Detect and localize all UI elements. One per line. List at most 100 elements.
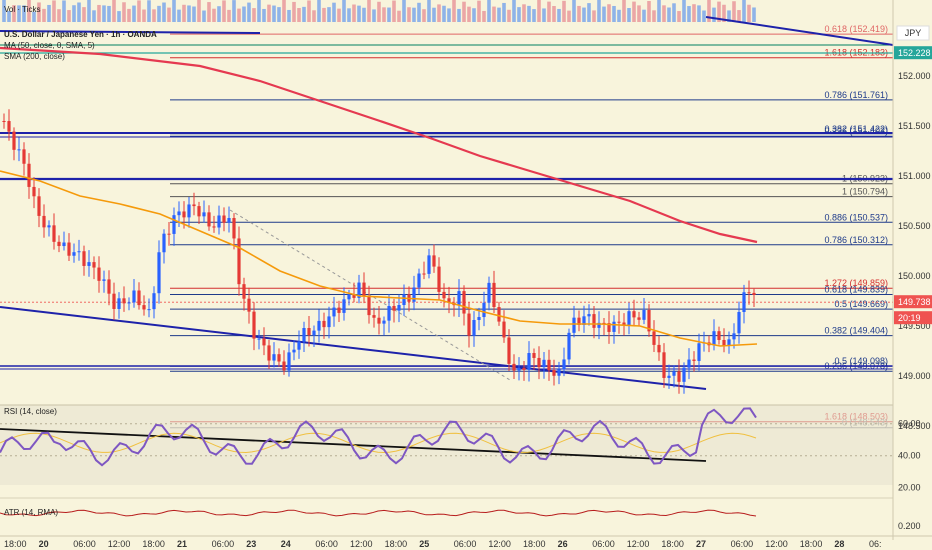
volume-bar bbox=[217, 6, 221, 23]
time-tick: 26 bbox=[558, 539, 568, 549]
candle-body bbox=[652, 331, 656, 345]
volume-bar bbox=[112, 0, 116, 22]
trendlines[interactable] bbox=[0, 16, 894, 390]
volume-bar bbox=[382, 7, 386, 22]
candle-body bbox=[292, 349, 296, 353]
volume-bar bbox=[297, 8, 301, 22]
volume-pane bbox=[2, 0, 756, 23]
volume-bar bbox=[227, 9, 231, 22]
volume-bar bbox=[582, 7, 586, 22]
time-axis[interactable]: 18:00 20 06:00 12:00 18:00 21 06:00 23 24 06:00 12… bbox=[4, 539, 882, 549]
volume-bar bbox=[37, 2, 41, 22]
volume-bar bbox=[337, 8, 341, 22]
volume-bar bbox=[242, 6, 246, 22]
volume-bar bbox=[277, 7, 281, 23]
currency-label[interactable]: JPY bbox=[896, 25, 930, 41]
candle-body bbox=[352, 294, 356, 298]
volume-bar bbox=[572, 0, 576, 23]
volume-bar bbox=[27, 0, 31, 23]
legend-sma200: SMA (200, close) bbox=[4, 52, 65, 61]
volume-bar bbox=[252, 8, 256, 22]
candle-body bbox=[682, 367, 686, 382]
volume-bar bbox=[732, 1, 736, 23]
candle-body bbox=[752, 292, 756, 295]
candle-body bbox=[612, 321, 616, 332]
volume-bar bbox=[607, 4, 611, 22]
volume-bar bbox=[197, 0, 201, 22]
volume-bar bbox=[177, 9, 181, 22]
volume-bar bbox=[672, 3, 676, 22]
volume-bar bbox=[457, 8, 461, 22]
candle-body bbox=[282, 361, 286, 371]
volume-bar bbox=[182, 4, 186, 22]
candle-body bbox=[137, 290, 141, 306]
time-tick: 12:00 bbox=[627, 539, 650, 549]
volume-bar bbox=[342, 0, 346, 22]
candle-body bbox=[712, 331, 716, 346]
price-tick: 150.000 bbox=[898, 271, 931, 281]
candle-body bbox=[252, 311, 256, 339]
trendline-top-right[interactable] bbox=[705, 16, 894, 46]
candle-body bbox=[12, 131, 16, 150]
volume-bar bbox=[477, 0, 481, 22]
trendline-top-left[interactable] bbox=[0, 30, 261, 34]
candle-body bbox=[512, 363, 516, 371]
candle-body bbox=[742, 292, 746, 312]
currency-text: JPY bbox=[905, 28, 922, 38]
volume-bar bbox=[587, 3, 591, 23]
volume-bar bbox=[107, 5, 111, 23]
candle-body bbox=[92, 262, 96, 268]
fib-label: 0.786 (151.761) bbox=[824, 90, 888, 100]
candle-body bbox=[112, 293, 116, 309]
candlesticks bbox=[2, 109, 756, 394]
volume-bar bbox=[497, 7, 501, 22]
candle-body bbox=[317, 320, 321, 331]
candle-body bbox=[462, 291, 466, 314]
candle-body bbox=[592, 314, 596, 328]
candle-body bbox=[212, 226, 216, 228]
volume-bar bbox=[462, 1, 466, 23]
time-tick: 18:00 bbox=[142, 539, 165, 549]
legend-ma50: MA (50, close, 0, SMA, 5) bbox=[4, 41, 95, 50]
candle-body bbox=[87, 262, 91, 266]
price-tick: 151.000 bbox=[898, 171, 931, 181]
candle-body bbox=[362, 282, 366, 297]
rsi-line bbox=[0, 407, 757, 467]
price-axis[interactable]: 152.000 151.500 151.000 150.500 150.000 149.5… bbox=[898, 71, 931, 431]
candle-body bbox=[157, 252, 161, 294]
candle-body bbox=[347, 294, 351, 300]
candle-body bbox=[522, 367, 526, 370]
candle-body bbox=[177, 211, 181, 216]
candle-body bbox=[27, 163, 31, 187]
volume-bar bbox=[132, 5, 136, 22]
volume-bar bbox=[292, 1, 296, 22]
candle-body bbox=[382, 320, 386, 324]
volume-bar bbox=[512, 0, 516, 23]
volume-bar bbox=[142, 9, 146, 22]
volume-bar bbox=[437, 4, 441, 22]
volume-bar bbox=[602, 6, 606, 22]
candle-body bbox=[202, 212, 206, 217]
volume-bar bbox=[62, 0, 66, 23]
candle-body bbox=[517, 367, 521, 371]
volume-bar bbox=[372, 9, 376, 22]
volume-bar bbox=[157, 5, 161, 23]
candle-body bbox=[477, 317, 481, 321]
volume-bar bbox=[402, 0, 406, 22]
candle-body bbox=[692, 359, 696, 361]
fib-label: 0.5 (149.669) bbox=[834, 299, 888, 309]
ma50-line bbox=[0, 170, 758, 347]
volume-bar bbox=[737, 10, 741, 22]
trendline-lower-channel[interactable] bbox=[0, 306, 707, 390]
candle-body bbox=[527, 353, 531, 370]
volume-bar bbox=[697, 5, 701, 22]
candle-body bbox=[412, 287, 416, 302]
candle-body bbox=[637, 317, 641, 320]
volume-bar bbox=[392, 0, 396, 23]
candle-body bbox=[607, 323, 611, 332]
candle-body bbox=[152, 293, 156, 310]
fib-label: 0.786 (150.312) bbox=[824, 235, 888, 245]
volume-bar bbox=[472, 8, 476, 22]
trendline-dashed[interactable] bbox=[229, 209, 511, 381]
